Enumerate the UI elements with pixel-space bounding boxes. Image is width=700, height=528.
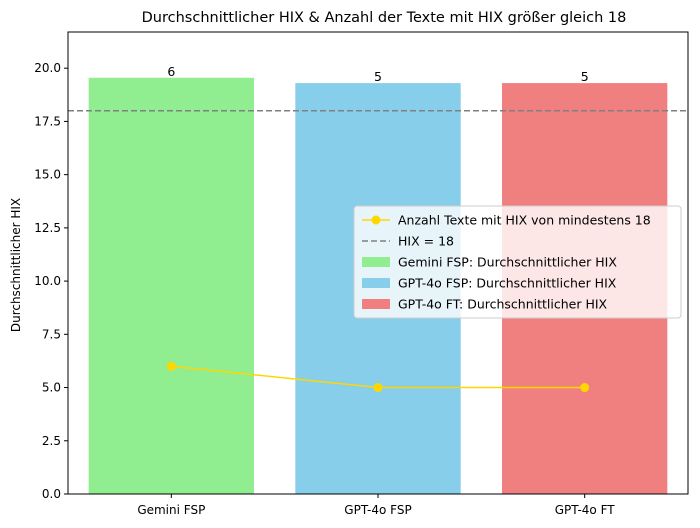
chart-title: Durchschnittlicher HIX & Anzahl der Text… xyxy=(142,10,627,26)
count-point-gpt-4o-fsp xyxy=(373,383,383,393)
legend-box xyxy=(353,205,682,319)
legend: Anzahl Texte mit HIX von mindestens 18 HI… xyxy=(353,205,682,319)
legend-handle-bar xyxy=(362,299,390,309)
y-tick-label: 20.0 xyxy=(34,61,61,75)
legend-handle-bar xyxy=(362,257,390,267)
x-tick-label: GPT-4o FT xyxy=(555,503,616,517)
legend-entry-label: Anzahl Texte mit HIX von mindestens 18 xyxy=(398,213,651,228)
legend-entry-label: GPT-4o FT: Durchschnittlicher HIX xyxy=(398,297,608,312)
bar-gemini-fsp xyxy=(88,77,255,494)
x-tick-label: GPT-4o FSP xyxy=(344,503,411,517)
x-tick-label: Gemini FSP xyxy=(137,503,205,517)
bar-label-gemini-fsp: 6 xyxy=(167,64,175,79)
y-tick-label: 2.5 xyxy=(42,434,61,448)
y-tick-label: 12.5 xyxy=(34,221,61,235)
y-tick-label: 5.0 xyxy=(42,381,61,395)
y-tick-label: 0.0 xyxy=(42,487,61,501)
y-tick-label: 10.0 xyxy=(34,274,61,288)
legend-entry-label: Gemini FSP: Durchschnittlicher HIX xyxy=(398,255,617,270)
legend-handle-bar xyxy=(362,278,390,288)
y-tick-label: 17.5 xyxy=(34,114,61,128)
y-tick-label: 15.0 xyxy=(34,168,61,182)
legend-entry-label: HIX = 18 xyxy=(398,234,454,249)
bar-label-gpt-4o-ft: 5 xyxy=(581,69,589,84)
y-tick-label: 7.5 xyxy=(42,327,61,341)
legend-handle-count-marker xyxy=(371,215,381,225)
y-axis-label: Durchschnittlicher HIX xyxy=(9,198,23,332)
count-line-layer xyxy=(166,361,590,393)
count-point-gemini-fsp xyxy=(166,361,176,371)
legend-entry-label: GPT-4o FSP: Durchschnittlicher HIX xyxy=(398,276,617,291)
bar-labels-layer: 6 5 5 xyxy=(167,64,588,84)
axes-layer: 0.0 2.5 5.0 7.5 10.0 12.5 15.0 17.5 20.0 Gemini F… xyxy=(34,31,689,517)
count-point-gpt-4o-ft xyxy=(580,383,590,393)
bar-label-gpt-4o-fsp: 5 xyxy=(374,69,382,84)
